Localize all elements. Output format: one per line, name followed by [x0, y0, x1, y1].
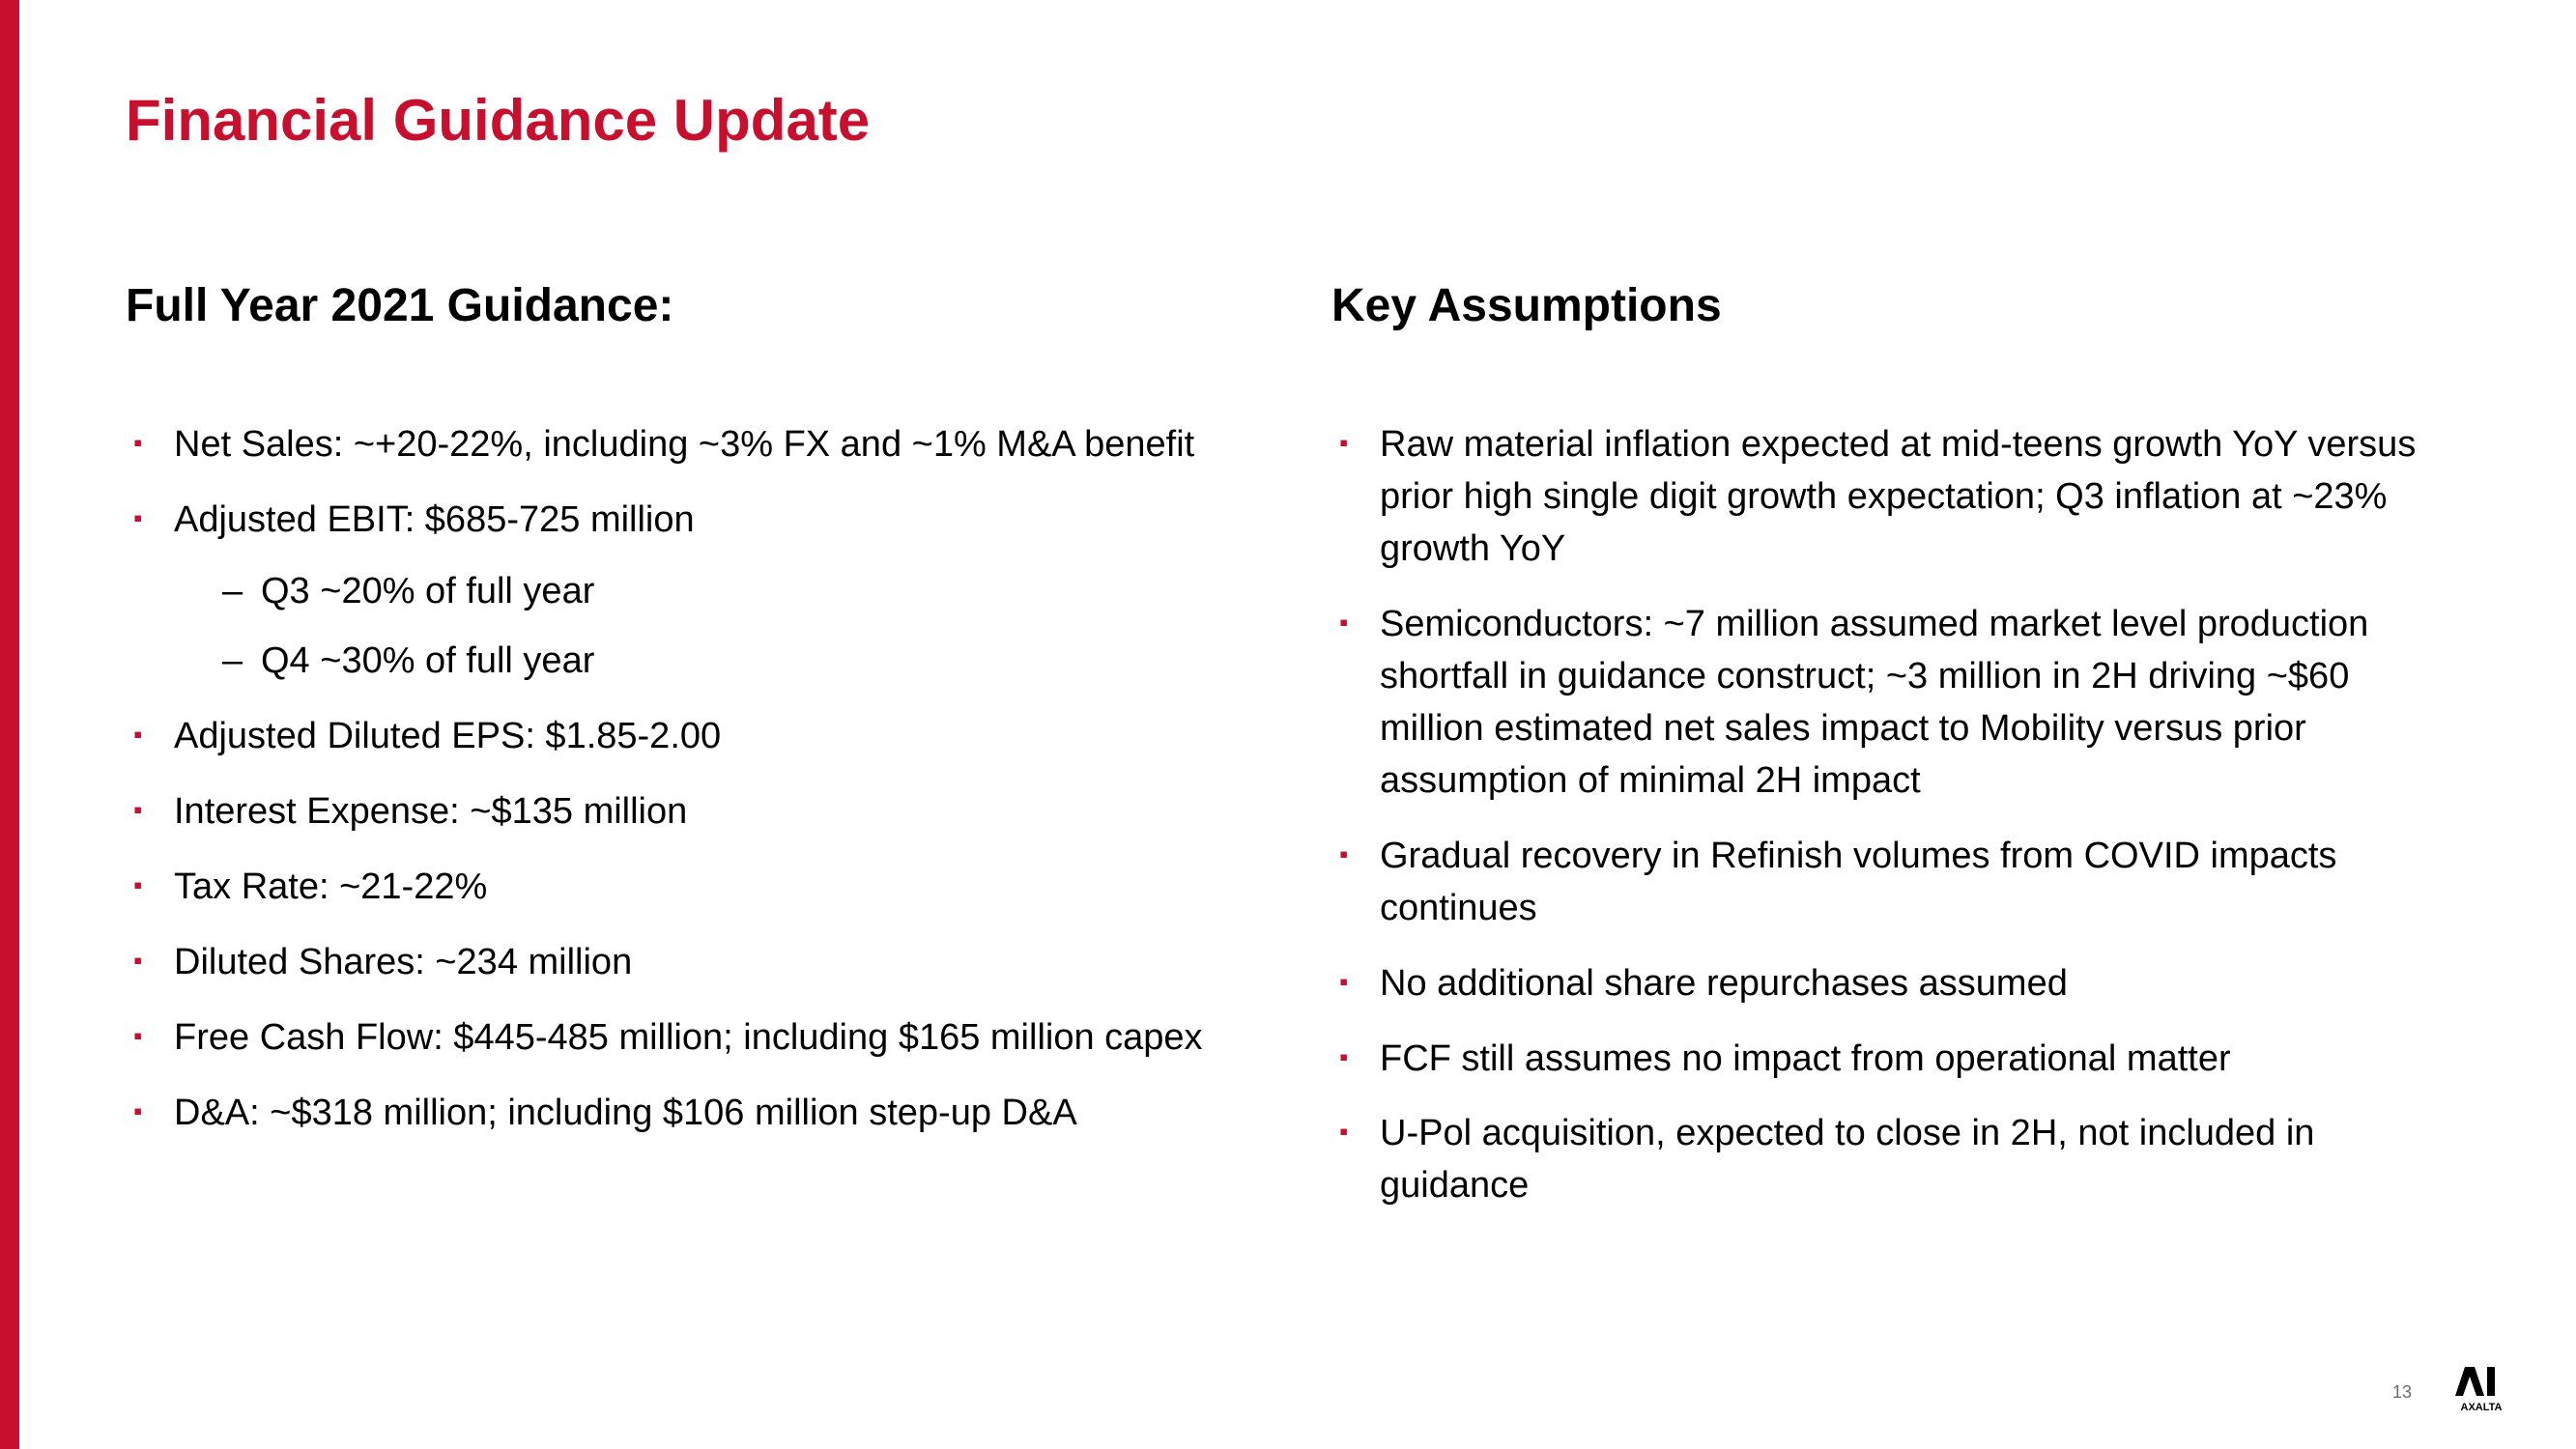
right-bullet-list: Raw material inflation expected at mid-t…: [1331, 419, 2450, 1212]
list-item: Tax Rate: ~21-22%: [126, 862, 1245, 914]
list-item: Adjusted EBIT: $685-725 million Q3 ~20% o…: [126, 495, 1245, 688]
sub-list: Q3 ~20% of full year Q4 ~30% of full year: [174, 566, 1245, 688]
sub-list-item: Q3 ~20% of full year: [174, 566, 1245, 618]
page-number: 13: [2392, 1382, 2412, 1403]
right-column: Key Assumptions Raw material inflation e…: [1331, 279, 2450, 1236]
list-item: Interest Expense: ~$135 million: [126, 786, 1245, 838]
list-item: Free Cash Flow: $445-485 million; includ…: [126, 1012, 1245, 1065]
list-item-text: Adjusted Diluted EPS: $1.85-2.00: [174, 716, 721, 756]
sub-list-item: Q4 ~30% of full year: [174, 636, 1245, 688]
accent-sidebar: [0, 0, 19, 1449]
page-title: Financial Guidance Update: [126, 87, 2450, 154]
list-item-text: FCF still assumes no impact from operati…: [1380, 1038, 2231, 1079]
list-item-text: U-Pol acquisition, expected to close in …: [1380, 1113, 2314, 1206]
list-item: Net Sales: ~+20-22%, including ~3% FX an…: [126, 419, 1245, 471]
list-item: Diluted Shares: ~234 million: [126, 937, 1245, 989]
list-item-text: D&A: ~$318 million; including $106 milli…: [174, 1093, 1077, 1133]
columns-container: Full Year 2021 Guidance: Net Sales: ~+20…: [126, 279, 2450, 1236]
list-item: Raw material inflation expected at mid-t…: [1331, 419, 2450, 576]
list-item: Gradual recovery in Refinish volumes fro…: [1331, 831, 2450, 935]
list-item: U-Pol acquisition, expected to close in …: [1331, 1108, 2450, 1212]
list-item-text: Semiconductors: ~7 million assumed marke…: [1380, 604, 2368, 801]
left-heading: Full Year 2021 Guidance:: [126, 279, 1245, 332]
list-item-text: Diluted Shares: ~234 million: [174, 942, 632, 982]
left-bullet-list: Net Sales: ~+20-22%, including ~3% FX an…: [126, 419, 1245, 1140]
list-item-text: No additional share repurchases assumed: [1380, 963, 2068, 1004]
right-heading: Key Assumptions: [1331, 279, 2450, 332]
list-item: Semiconductors: ~7 million assumed marke…: [1331, 599, 2450, 808]
logo-text: AXALTA: [2461, 1402, 2503, 1413]
list-item: FCF still assumes no impact from operati…: [1331, 1034, 2450, 1086]
list-item-text: Free Cash Flow: $445-485 million; includ…: [174, 1017, 1203, 1058]
slide-content: Financial Guidance Update Full Year 2021…: [126, 87, 2450, 1236]
list-item-text: Interest Expense: ~$135 million: [174, 791, 687, 832]
list-item: Adjusted Diluted EPS: $1.85-2.00: [126, 711, 1245, 763]
list-item-text: Raw material inflation expected at mid-t…: [1380, 424, 2416, 569]
list-item-text: Tax Rate: ~21-22%: [174, 867, 487, 907]
left-column: Full Year 2021 Guidance: Net Sales: ~+20…: [126, 279, 1245, 1236]
list-item-text: Net Sales: ~+20-22%, including ~3% FX an…: [174, 424, 1194, 465]
list-item-text: Adjusted EBIT: $685-725 million: [174, 499, 695, 540]
list-item-text: Gradual recovery in Refinish volumes fro…: [1380, 836, 2336, 928]
list-item: No additional share repurchases assumed: [1331, 958, 2450, 1010]
company-logo: AXALTA: [2441, 1362, 2523, 1415]
list-item: D&A: ~$318 million; including $106 milli…: [126, 1088, 1245, 1140]
